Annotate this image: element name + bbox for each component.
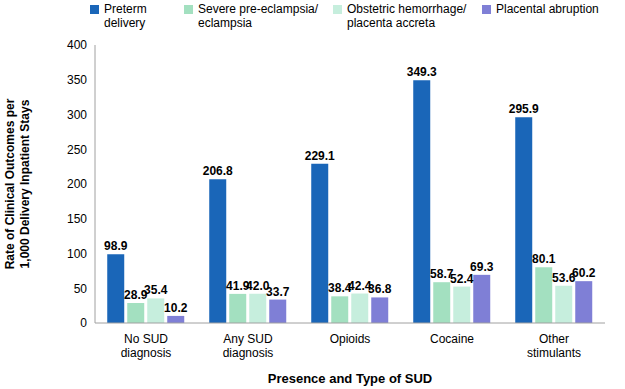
svg-text:35.4: 35.4 bbox=[144, 283, 168, 297]
svg-text:10.2: 10.2 bbox=[164, 301, 188, 315]
svg-text:0: 0 bbox=[80, 316, 87, 330]
svg-text:349.3: 349.3 bbox=[407, 65, 437, 79]
svg-text:41.9: 41.9 bbox=[226, 278, 250, 293]
svg-text:150: 150 bbox=[67, 212, 87, 226]
svg-text:58.7: 58.7 bbox=[430, 267, 454, 282]
html-text:Severe pre-eclampsia/ eclampsi: Severe pre-eclampsia/ eclampsia bbox=[198, 2, 319, 30]
svg-text:42.0: 42.0 bbox=[246, 278, 270, 293]
svg-text:28.9: 28.9 bbox=[124, 287, 148, 302]
svg-text:1,000 Delivery Inpatient Stays: 1,000 Delivery Inpatient Stays bbox=[18, 99, 32, 268]
svg-text:295.9: 295.9 bbox=[509, 102, 539, 116]
svg-text:250: 250 bbox=[67, 143, 87, 157]
svg-text:229.1: 229.1 bbox=[305, 149, 335, 163]
svg-text:80.1: 80.1 bbox=[532, 252, 556, 266]
svg-text:Cocaine: Cocaine bbox=[430, 332, 474, 346]
svg-text:400: 400 bbox=[67, 38, 87, 52]
svg-text:69.3: 69.3 bbox=[470, 260, 494, 274]
svg-text:53.6: 53.6 bbox=[552, 270, 576, 285]
svg-text:206.8: 206.8 bbox=[203, 164, 233, 178]
svg-text:Presence and Type of SUD: Presence and Type of SUD bbox=[268, 371, 432, 386]
svg-text:33.7: 33.7 bbox=[266, 285, 290, 299]
svg-text:Any SUDdiagnosis: Any SUDdiagnosis bbox=[223, 332, 274, 360]
svg-text:50: 50 bbox=[74, 282, 88, 296]
svg-text:300: 300 bbox=[67, 108, 87, 122]
svg-text:42.4: 42.4 bbox=[348, 278, 372, 293]
svg-text:350: 350 bbox=[67, 73, 87, 87]
svg-text:No SUDdiagnosis: No SUDdiagnosis bbox=[121, 332, 172, 360]
svg-text:Otherstimulants: Otherstimulants bbox=[527, 332, 581, 360]
html-text:Preterm delivery: Preterm delivery bbox=[104, 2, 147, 30]
svg-text:38.4: 38.4 bbox=[328, 281, 352, 296]
svg-text:100: 100 bbox=[67, 247, 87, 261]
html-text:Obstetric hemorrhage/ placenta: Obstetric hemorrhage/ placenta accreta bbox=[347, 2, 467, 30]
svg-text:60.2: 60.2 bbox=[572, 266, 596, 280]
svg-text:200: 200 bbox=[67, 177, 87, 191]
svg-text:Rate of Clinical Outcomes per: Rate of Clinical Outcomes per bbox=[8, 98, 17, 269]
svg-text:52.4: 52.4 bbox=[450, 271, 474, 286]
svg-text:98.9: 98.9 bbox=[104, 239, 128, 253]
svg-text:Opioids: Opioids bbox=[330, 332, 371, 346]
svg-text:36.8: 36.8 bbox=[368, 282, 392, 296]
html-text:Placental abruption: Placental abruption bbox=[496, 2, 599, 16]
